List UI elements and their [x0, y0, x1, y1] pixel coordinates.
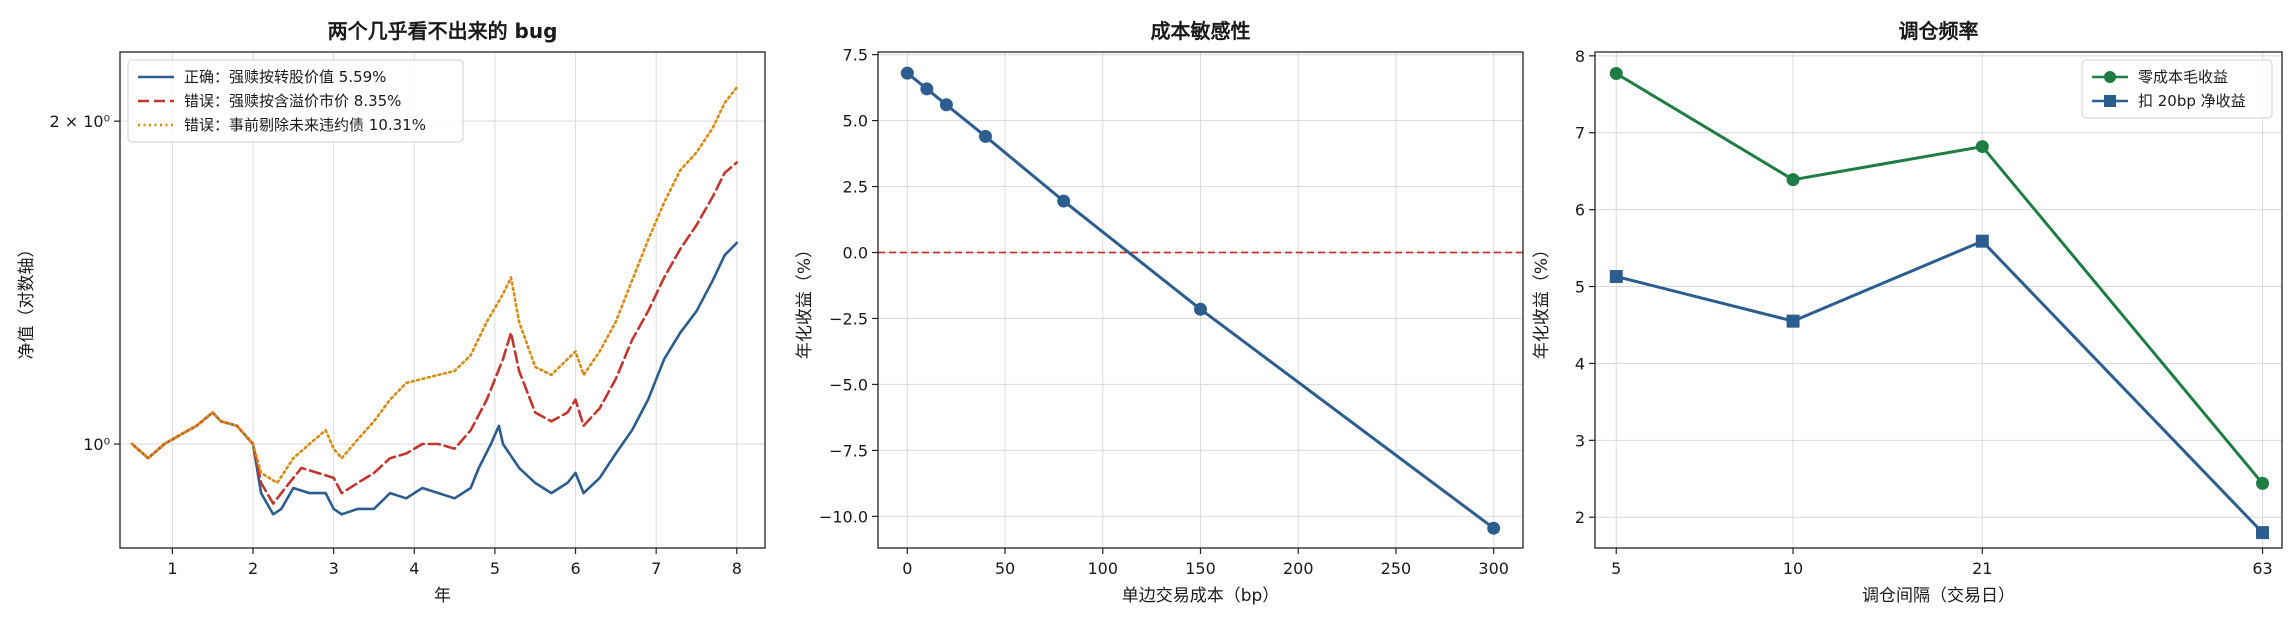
plot-frame: [1594, 51, 2283, 549]
x-tick-label: 63: [2252, 559, 2272, 578]
data-point-marker: [1786, 173, 1800, 187]
legend-entry-label: 错误：强赎按含溢价市价 8.35%: [184, 92, 401, 110]
x-tick-label: 7: [651, 559, 661, 578]
series-group: [1609, 67, 2270, 540]
y-tick-label: −5.0: [829, 375, 868, 394]
data-point-marker: [979, 129, 992, 143]
y-axis-label: 年化收益（%）: [1532, 241, 1552, 359]
data-point-marker: [1609, 270, 1623, 284]
legend-entry-label: 正确：强赎按转股价值 5.59%: [184, 68, 386, 86]
y-tick-label: 7: [1575, 124, 1585, 143]
y-tick-label: −2.5: [829, 309, 868, 328]
data-point-marker: [920, 82, 934, 96]
y-axis-label: 年化收益（%）: [795, 241, 815, 359]
x-tick-label: 8: [732, 559, 742, 578]
data-point-marker: [2256, 476, 2270, 490]
legend-swatch-marker: [2104, 71, 2116, 83]
y-tick-label: −7.5: [829, 441, 868, 460]
plot-frame: [119, 51, 766, 549]
x-tick-label: 250: [1381, 559, 1412, 578]
y-tick-label: 4: [1575, 354, 1585, 373]
x-tick-label: 50: [995, 559, 1015, 578]
x-axis-label: 年: [434, 586, 451, 606]
x-tick-label: 300: [1478, 559, 1509, 578]
series-line-1: [130, 241, 739, 516]
legend-swatch-marker: [2104, 95, 2116, 107]
data-point-marker: [1194, 302, 1207, 316]
y-tick-label: 2.5: [843, 178, 868, 197]
data-point-marker: [1057, 194, 1071, 208]
legend-box: [2081, 59, 2273, 119]
chart-title: 调仓频率: [1899, 19, 1979, 43]
y-tick-label: 8: [1575, 47, 1585, 66]
x-tick-label: 0: [902, 559, 912, 578]
chart-title: 成本敏感性: [1151, 19, 1251, 43]
x-tick-label: 5: [490, 559, 500, 578]
legend-box: [127, 59, 464, 143]
legend: 正确：强赎按转股价值 5.59% 错误：强赎按含溢价市价 8.35% 错误：事前剔除…: [127, 59, 464, 143]
y-tick-label: 2: [1575, 508, 1585, 527]
data-point-marker: [1975, 234, 1989, 248]
series-group: [900, 66, 1501, 535]
series-group: [130, 86, 739, 516]
chart-panel-1: 1 2 3 4 5 6 7 8 10⁰ 2 × 10⁰ 两个几乎看不出来的 bug 年 净值（对数轴） 正…: [17, 19, 766, 606]
y-tick-label: 6: [1575, 201, 1585, 220]
data-point-marker: [900, 66, 914, 80]
series-line-2: [130, 161, 739, 505]
series-line-3: [130, 86, 739, 485]
legend-entry-label: 错误：事前剔除未来违约债 10.31%: [184, 116, 426, 134]
x-tick-label: 4: [409, 559, 419, 578]
y-axis-label: 净值（对数轴）: [17, 241, 37, 360]
y-tick-label: 3: [1575, 431, 1585, 450]
y-tick-label: 0.0: [843, 244, 868, 263]
legend-entry-label: 零成本毛收益: [2138, 68, 2228, 86]
x-tick-label: 3: [329, 559, 339, 578]
x-tick-label: 150: [1185, 559, 1216, 578]
x-tick-label: 5: [1611, 559, 1621, 578]
x-tick-label: 2: [248, 559, 258, 578]
x-tick-label: 6: [570, 559, 580, 578]
legend-entry-label: 扣 20bp 净收益: [2138, 92, 2246, 110]
y-tick-label: −10.0: [819, 507, 868, 526]
data-point-marker: [1487, 521, 1501, 535]
x-tick-label: 200: [1283, 559, 1314, 578]
series-line-1: [1614, 72, 2264, 485]
y-tick-label: 10⁰: [83, 435, 110, 454]
y-tick-label: 2 × 10⁰: [49, 112, 110, 131]
series-line-2: [1614, 239, 2264, 535]
chart-title: 两个几乎看不出来的 bug: [328, 19, 558, 43]
x-tick-label: 1: [167, 559, 177, 578]
data-point-marker: [2256, 526, 2270, 540]
x-axis-label: 调仓间隔（交易日）: [1862, 586, 2015, 606]
chart-panel-2: 0 50 100 150 200 250 300 7.5 5.0 2.5 0.0 −2.5 −5.0 −7…: [795, 19, 1524, 606]
data-point-marker: [1786, 314, 1800, 328]
y-tick-label: 5.0: [843, 112, 868, 131]
data-point-marker: [939, 98, 953, 112]
x-tick-label: 10: [1783, 559, 1803, 578]
data-point-marker: [1609, 67, 1623, 81]
x-tick-label: 100: [1087, 559, 1118, 578]
y-tick-label: 5: [1575, 278, 1585, 297]
x-axis-label: 单边交易成本（bp）: [1122, 586, 1280, 606]
y-tick-label: 7.5: [843, 46, 868, 65]
data-point-marker: [1975, 140, 1989, 154]
x-tick-label: 21: [1972, 559, 1992, 578]
